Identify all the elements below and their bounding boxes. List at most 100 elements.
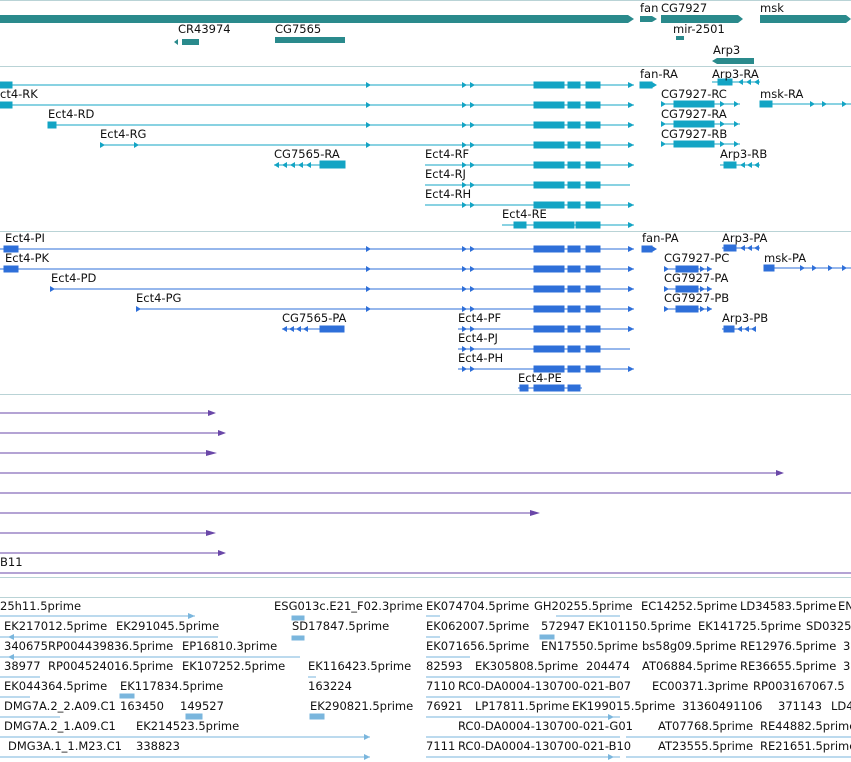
est-label[interactable]: ESG013c.E21_F02.3prime <box>274 599 423 613</box>
est-label[interactable]: bs58g09.5prime <box>642 639 737 653</box>
protein-label-ect4-pk[interactable]: Ect4-PK <box>5 251 50 265</box>
est-label[interactable]: 338823 <box>136 739 180 753</box>
protein-label-fan-pa[interactable]: fan-PA <box>642 231 679 245</box>
protein-cg7927-pb[interactable] <box>664 305 712 313</box>
protein-label-cg7927-pb[interactable]: CG7927-PB <box>664 291 730 305</box>
est-label[interactable]: RE36655.5prime <box>740 659 837 673</box>
protein-label-ect4-pd[interactable]: Ect4-PD <box>51 271 97 285</box>
est-label[interactable]: EN <box>838 599 851 613</box>
est-label[interactable]: 3 <box>843 659 851 673</box>
protein-label-cg7927-pc[interactable]: CG7927-PC <box>664 251 730 265</box>
est-label[interactable]: EK199015.5prime <box>572 699 676 713</box>
est-label[interactable]: EK062007.5prime <box>426 619 530 633</box>
transcript-cg7565-ra[interactable] <box>274 160 346 169</box>
est-label[interactable]: 7110 <box>426 679 456 693</box>
transcript-ect4-rg[interactable] <box>100 141 634 149</box>
est-label[interactable]: EP16810.3prime <box>182 639 278 653</box>
protein-cg7565-pa[interactable] <box>282 325 345 333</box>
est-label[interactable]: EK305808.5prime <box>475 659 579 673</box>
protein-arp3-pb[interactable] <box>722 325 756 333</box>
protein-ect4-pf[interactable] <box>458 325 634 333</box>
protein-ect4-ph[interactable] <box>458 365 634 373</box>
transcript-label-msk-ra[interactable]: msk-RA <box>760 87 804 101</box>
transcript-ect4-rf[interactable] <box>425 161 634 169</box>
cdna-alignment[interactable] <box>0 530 216 536</box>
est-label[interactable]: 163450 <box>120 699 164 713</box>
transcript-ect4-rk[interactable] <box>0 81 634 89</box>
est-label[interactable]: EK290821.5prime <box>310 699 414 713</box>
est-label[interactable]: 371143 <box>778 699 822 713</box>
est-label[interactable]: EC00371.3prime <box>652 679 749 693</box>
transcript-label-cg7565-ra[interactable]: CG7565-RA <box>274 147 340 161</box>
est-label[interactable]: AT06884.5prime <box>642 659 738 673</box>
est-label[interactable]: 7111 <box>426 739 456 753</box>
transcript-label-ect4-rf[interactable]: Ect4-RF <box>425 147 470 161</box>
protein-arp3-pa[interactable] <box>722 244 760 252</box>
est-label[interactable]: GH20255.5prime <box>534 599 633 613</box>
transcript-label-cg7927-ra[interactable]: CG7927-RA <box>661 107 727 121</box>
protein-ect4-pk[interactable] <box>0 265 634 273</box>
transcript-ect4-re[interactable] <box>502 221 634 229</box>
protein-label-cg7565-pa[interactable]: CG7565-PA <box>282 311 347 325</box>
transcript-label-ect4-rh[interactable]: Ect4-RH <box>425 187 472 201</box>
gene-label-mir2501[interactable]: mir-2501 <box>673 22 725 36</box>
est-label[interactable]: EK107252.5prime <box>182 659 286 673</box>
transcript-label-arp3-ra[interactable]: Arp3-RA <box>712 67 759 81</box>
est-label[interactable]: DMG7A.2_2.A09.C1 <box>4 699 116 713</box>
gene-label-fan[interactable]: fan <box>640 1 659 15</box>
gene-label-arp3[interactable]: Arp3 <box>713 43 741 57</box>
est-label[interactable]: LP17811.5prime <box>475 699 570 713</box>
gene-cg7927-glyph[interactable] <box>661 15 743 23</box>
protein-fan-pa[interactable] <box>641 245 657 253</box>
gene-ect4-glyph[interactable] <box>0 15 634 23</box>
est-label[interactable]: EK116423.5prime <box>308 659 412 673</box>
est-label[interactable]: EK074704.5prime <box>426 599 530 613</box>
est-label[interactable]: RP003167067.5 <box>753 679 845 693</box>
protein-label-msk-pa[interactable]: msk-PA <box>764 251 807 265</box>
est-label[interactable]: RP004439836.5prime <box>48 639 174 653</box>
transcript-label-fan-ra[interactable]: fan-RA <box>640 67 678 81</box>
transcript-cg7927-rc[interactable] <box>661 100 740 108</box>
transcript-arp3-rb[interactable] <box>720 161 760 169</box>
protein-label-ect4-pf[interactable]: Ect4-PF <box>458 311 502 325</box>
gene-label-cg7565[interactable]: CG7565 <box>275 22 322 36</box>
est-label[interactable]: 31360491106 <box>682 699 763 713</box>
est-label[interactable]: EK217012.5prime <box>4 619 108 633</box>
gene-fan-glyph[interactable] <box>640 16 657 22</box>
cdna-alignment[interactable] <box>0 550 226 556</box>
est-label[interactable]: RP004524016.5prime <box>48 659 174 673</box>
protein-ect4-pe[interactable] <box>518 384 582 392</box>
est-label[interactable]: DMG3A.1_1.M23.C1 <box>8 739 122 753</box>
est-label[interactable]: 163224 <box>308 679 352 693</box>
transcript-cg7927-rb[interactable] <box>661 140 740 148</box>
cdna-label-b11[interactable]: B11 <box>0 555 23 569</box>
est-label[interactable]: 149527 <box>180 699 224 713</box>
gene-label-msk[interactable]: msk <box>760 1 784 15</box>
est-label[interactable]: 82593 <box>426 659 463 673</box>
est-label[interactable]: EC14252.5prime <box>641 599 738 613</box>
gene-label-cr43974[interactable]: CR43974 <box>178 22 231 36</box>
protein-cg7927-pa[interactable] <box>664 285 712 293</box>
est-label[interactable]: 340675 <box>4 639 48 653</box>
protein-label-arp3-pb[interactable]: Arp3-PB <box>722 311 769 325</box>
protein-label-arp3-pa[interactable]: Arp3-PA <box>722 231 768 245</box>
transcript-label-cg7927-rb[interactable]: CG7927-RB <box>661 127 728 141</box>
protein-ect4-pg[interactable] <box>136 305 634 313</box>
gene-cr43974-glyph[interactable] <box>174 39 199 45</box>
cdna-alignment[interactable] <box>0 410 216 416</box>
est-label[interactable]: SD0325 <box>806 619 851 633</box>
est-label[interactable]: RE44882.5prime <box>760 719 851 733</box>
cdna-alignment[interactable] <box>0 470 784 476</box>
protein-label-cg7927-pa[interactable]: CG7927-PA <box>664 271 729 285</box>
transcript-label-ect4-rk[interactable]: ct4-RK <box>0 87 38 101</box>
est-label[interactable]: EN17550.5prime <box>541 639 638 653</box>
est-label[interactable]: EK141725.5prime <box>698 619 802 633</box>
est-label[interactable]: SD17847.5prime <box>292 619 390 633</box>
est-label[interactable]: 3 <box>843 639 851 653</box>
transcript-fan-ra[interactable] <box>639 81 657 89</box>
gene-cg7565-glyph[interactable] <box>275 37 345 43</box>
protein-ect4-pd[interactable] <box>50 285 634 293</box>
cdna-alignment[interactable] <box>0 450 217 456</box>
transcript-msk-ra[interactable] <box>759 100 851 108</box>
protein-msk-pa[interactable] <box>763 264 851 272</box>
